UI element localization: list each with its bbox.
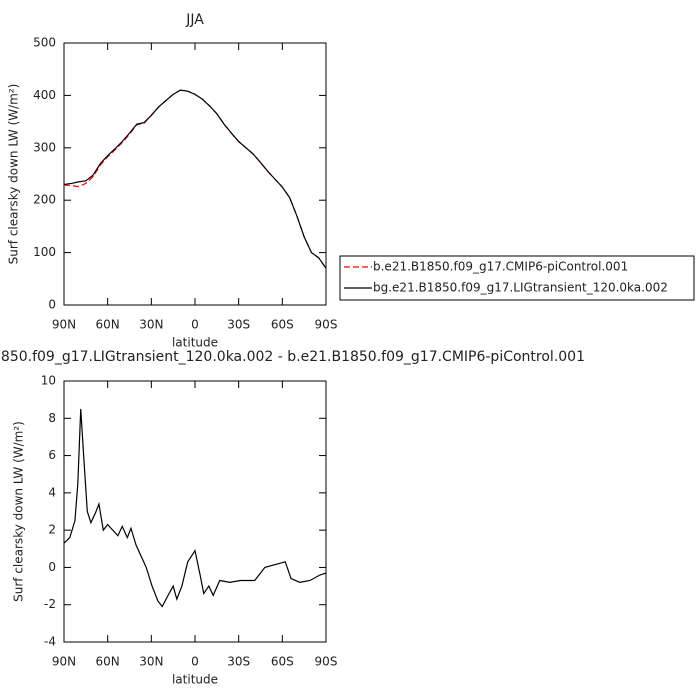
y-tick-label: 6 (48, 448, 56, 462)
y-tick-label: 0 (48, 298, 56, 312)
y-tick-label: 2 (48, 523, 56, 537)
x-tick-label: 30N (139, 318, 163, 332)
y-tick-label: 4 (48, 485, 56, 499)
x-axis-label: latitude (172, 673, 218, 687)
plot-frame (63, 42, 327, 306)
y-tick-label: 200 (33, 193, 56, 207)
x-tick-label: 60S (271, 655, 294, 669)
data-line (63, 89, 327, 269)
y-tick-label: -2 (44, 597, 56, 611)
y-tick-label: 500 (33, 36, 56, 50)
x-tick-label: 0 (191, 318, 199, 332)
y-tick-label: 400 (33, 88, 56, 102)
y-tick-label: 10 (41, 374, 56, 388)
x-tick-label: 30S (227, 318, 250, 332)
x-tick-label: 90S (315, 655, 338, 669)
x-tick-label: 90S (315, 318, 338, 332)
data-line (63, 408, 327, 608)
y-tick-label: 100 (33, 245, 56, 259)
y-tick-label: 0 (48, 560, 56, 574)
legend-box (339, 255, 695, 301)
x-tick-label: 60N (96, 655, 120, 669)
x-axis-label: latitude (172, 336, 218, 350)
x-tick-label: 30N (139, 655, 163, 669)
y-tick-label: 8 (48, 411, 56, 425)
x-tick-label: 30S (227, 655, 250, 669)
y-axis-label: Surf clearsky down LW (W/m²) (7, 84, 21, 265)
data-line (63, 89, 327, 269)
chart-title: bg.e21.B1850.f09_g17.LIGtransient_120.0k… (0, 349, 585, 365)
legend-label: b.e21.B1850.f09_g17.CMIP6-piControl.001 (373, 260, 628, 274)
y-tick-label: 300 (33, 140, 56, 154)
x-tick-label: 0 (191, 655, 199, 669)
y-axis-label: Surf clearsky down LW (W/m²) (12, 421, 26, 602)
chart-title: JJA (185, 12, 204, 28)
y-tick-label: -4 (44, 635, 56, 649)
plot-frame (63, 380, 327, 643)
x-tick-label: 90N (52, 318, 76, 332)
legend-label: bg.e21.B1850.f09_g17.LIGtransient_120.0k… (373, 281, 668, 295)
x-tick-label: 60N (96, 318, 120, 332)
x-tick-label: 90N (52, 655, 76, 669)
x-tick-label: 60S (271, 318, 294, 332)
